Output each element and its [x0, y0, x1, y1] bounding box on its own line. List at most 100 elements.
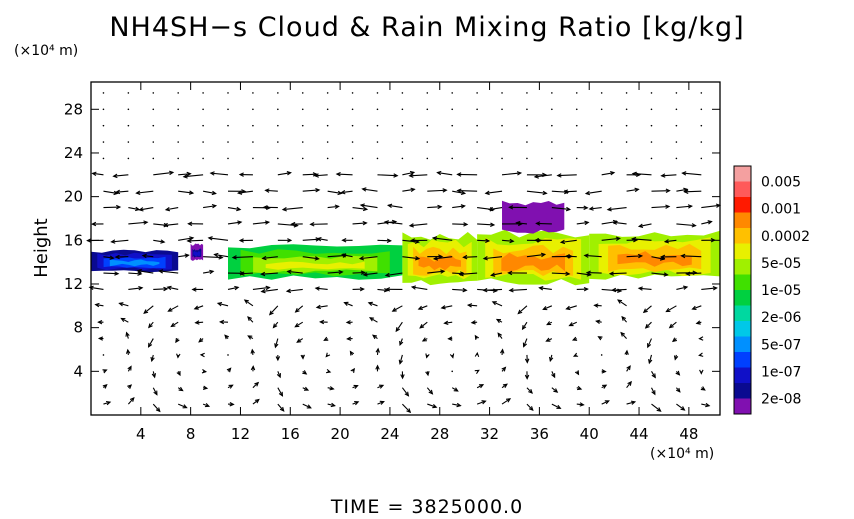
vector-dot [252, 124, 254, 127]
wind-vector [287, 270, 303, 274]
wind-vector [589, 207, 602, 210]
vector-dot [277, 141, 279, 143]
vector-dot [426, 92, 429, 94]
vector-head [229, 401, 235, 407]
vector-head [584, 190, 591, 196]
vector-head [524, 358, 530, 364]
vector-head [535, 221, 541, 226]
vector-head [143, 309, 149, 314]
y-tick-label: 16 [64, 231, 83, 249]
wind-vector [302, 256, 319, 260]
wind-vector [402, 188, 415, 192]
vector-head [330, 402, 336, 408]
wind-vector [137, 270, 154, 274]
vector-head [151, 373, 157, 379]
vector-dot [326, 108, 329, 111]
x-tick-label: 48 [679, 425, 698, 443]
vector-dot [351, 92, 354, 94]
vector-head [675, 370, 681, 376]
wind-vector [143, 305, 154, 314]
wind-vector [419, 321, 428, 329]
colorbar-cell [734, 367, 751, 384]
wind-vector [159, 270, 179, 274]
vector-head [665, 188, 671, 194]
wind-vector [539, 287, 552, 290]
vector-head [274, 343, 279, 349]
vector-head [367, 301, 373, 306]
vector-head [187, 221, 193, 227]
vector-head [341, 253, 347, 258]
vector-head [521, 325, 527, 331]
colorbar-cell [734, 398, 751, 415]
vector-head [538, 286, 544, 291]
vector-head [276, 373, 281, 379]
wind-vector [153, 288, 168, 290]
vector-head [491, 301, 497, 306]
vector-head [559, 239, 566, 245]
wind-vector [92, 172, 104, 176]
vector-dot [102, 108, 105, 111]
vector-head [449, 353, 455, 359]
vector-head [228, 384, 234, 389]
vector-head [584, 220, 590, 226]
vector-dot [252, 141, 254, 143]
wind-vector [315, 287, 328, 290]
vector-head [286, 269, 292, 274]
vector-head [398, 359, 404, 365]
vector-head [391, 307, 397, 312]
vector-head [164, 206, 171, 212]
wind-vector [409, 223, 428, 227]
y-axis-unit: (×10⁴ m) [14, 43, 79, 59]
vector-dot [351, 108, 354, 111]
wind-vector [434, 256, 453, 260]
vector-head [683, 187, 689, 193]
x-tick-label: 40 [580, 425, 599, 443]
colorbar-cell [734, 259, 751, 275]
vector-head [579, 402, 585, 407]
vector-dot [476, 108, 478, 111]
wind-vector [360, 204, 378, 209]
wind-vectors [86, 92, 722, 414]
vector-head [153, 390, 158, 396]
wind-vector [476, 400, 486, 405]
vector-head [211, 190, 217, 196]
vector-head [533, 174, 539, 179]
vector-head [160, 239, 166, 244]
vector-head [400, 374, 405, 380]
vector-dot [675, 124, 678, 127]
vector-dot [650, 157, 653, 160]
wind-vector [89, 286, 104, 290]
vector-head [135, 190, 141, 195]
vector-head [516, 171, 523, 176]
colorbar-label: 5e-05 [761, 256, 801, 272]
wind-vector [183, 174, 204, 178]
vector-head [334, 204, 340, 209]
vector-head [226, 367, 232, 373]
vector-head [315, 187, 321, 193]
vector-head [419, 323, 425, 329]
vector-dot [401, 141, 404, 143]
vector-dot [376, 124, 379, 127]
vector-head [294, 323, 300, 328]
vector-dot [501, 141, 503, 143]
vector-dot [202, 141, 204, 143]
vector-head [610, 171, 616, 176]
wind-vector [377, 288, 388, 292]
vector-head [707, 220, 713, 225]
wind-vector [681, 255, 702, 258]
vector-dot [700, 157, 703, 160]
wind-vector [661, 174, 677, 177]
wind-vector [517, 305, 528, 314]
y-tick-label: 8 [73, 319, 83, 337]
wind-vector [153, 239, 165, 243]
vector-head [287, 238, 293, 243]
colorbar-label: 0.005 [761, 175, 801, 191]
vector-head [409, 238, 416, 243]
wind-vector [152, 403, 161, 412]
wind-vector [639, 223, 652, 227]
vector-head [436, 170, 442, 176]
wind-vector [610, 272, 627, 275]
vector-head [114, 271, 120, 276]
vector-head [198, 337, 204, 343]
vector-head [112, 173, 118, 179]
